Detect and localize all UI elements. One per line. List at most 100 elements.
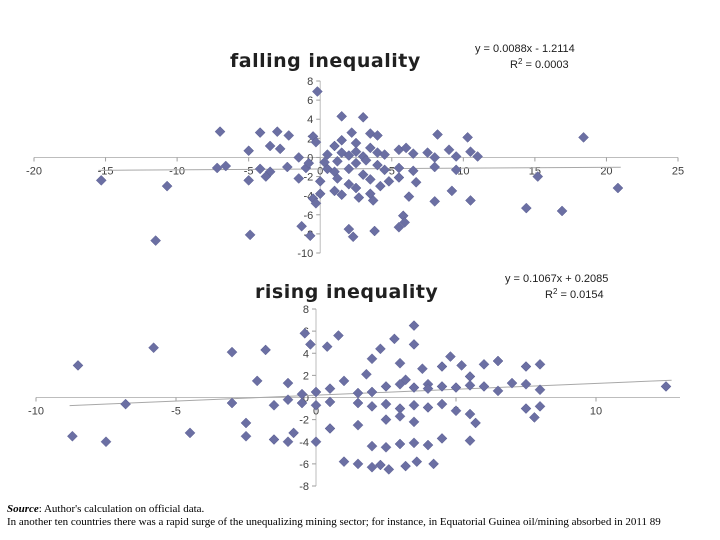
y-tick-label: 8 bbox=[303, 304, 309, 316]
data-point bbox=[375, 343, 386, 355]
data-point bbox=[372, 130, 383, 141]
chart-rising-inequality: rising inequality y = 0.1067x + 0.2085 R… bbox=[28, 273, 680, 493]
trend-line bbox=[98, 166, 621, 171]
regression-equation: y = 0.0088x - 1.2114 bbox=[475, 43, 575, 55]
y-tick-label: -4 bbox=[303, 191, 313, 203]
data-point bbox=[324, 383, 336, 395]
data-point bbox=[534, 400, 546, 412]
y-tick-label: -6 bbox=[303, 210, 313, 222]
data-point bbox=[310, 386, 322, 398]
data-point bbox=[612, 182, 624, 194]
data-point bbox=[271, 126, 283, 137]
data-point bbox=[462, 132, 473, 143]
data-point bbox=[380, 414, 392, 425]
data-point bbox=[366, 461, 378, 473]
data-point bbox=[310, 436, 322, 448]
data-point bbox=[329, 140, 340, 152]
data-point bbox=[399, 217, 411, 228]
data-point bbox=[360, 154, 372, 166]
y-tick-label: 2 bbox=[307, 133, 313, 145]
data-point bbox=[305, 339, 316, 350]
r-squared-symbol: R bbox=[545, 289, 553, 301]
data-point bbox=[293, 152, 305, 163]
data-point bbox=[366, 386, 378, 398]
data-point bbox=[281, 161, 293, 173]
x-tick-label: 25 bbox=[672, 165, 684, 177]
data-point bbox=[450, 382, 462, 393]
x-tick-label: -20 bbox=[26, 165, 42, 177]
data-point bbox=[445, 351, 456, 362]
y-tick-label: 2 bbox=[303, 370, 309, 382]
data-point bbox=[352, 387, 364, 399]
data-point bbox=[260, 171, 272, 182]
data-point bbox=[534, 358, 546, 370]
data-point bbox=[314, 175, 326, 187]
data-point bbox=[532, 171, 544, 182]
chart-title: rising inequality bbox=[255, 281, 438, 303]
data-point bbox=[150, 235, 161, 246]
data-point bbox=[364, 174, 376, 185]
data-point bbox=[100, 436, 112, 448]
data-point bbox=[369, 225, 380, 237]
source-note: Source: Author's calculation on official… bbox=[7, 503, 720, 529]
data-point bbox=[379, 164, 390, 176]
data-point bbox=[120, 398, 131, 410]
data-point bbox=[254, 163, 266, 175]
x-tick-label: 10 bbox=[590, 406, 602, 418]
y-tick-label: -6 bbox=[299, 459, 309, 471]
r-squared: R2 = 0.0003 bbox=[510, 57, 569, 71]
data-point bbox=[148, 342, 159, 354]
data-point bbox=[314, 188, 326, 200]
data-point bbox=[394, 357, 406, 369]
data-point bbox=[403, 191, 415, 202]
data-point bbox=[282, 436, 294, 448]
data-point bbox=[332, 173, 343, 184]
data-point bbox=[333, 330, 344, 341]
data-point bbox=[417, 363, 428, 375]
data-point bbox=[422, 439, 434, 451]
y-tick-label: -10 bbox=[297, 248, 313, 260]
data-point bbox=[492, 385, 504, 397]
data-point bbox=[436, 381, 448, 392]
x-tick-label: 20 bbox=[600, 165, 612, 177]
data-point bbox=[410, 176, 422, 188]
data-point bbox=[506, 377, 518, 389]
data-points bbox=[95, 86, 624, 246]
data-point bbox=[346, 127, 358, 138]
x-tick-label: -10 bbox=[28, 406, 44, 418]
data-points bbox=[67, 320, 672, 475]
data-point bbox=[352, 397, 364, 409]
data-point bbox=[465, 195, 476, 206]
data-point bbox=[243, 145, 255, 157]
data-point bbox=[393, 172, 405, 183]
data-point bbox=[660, 381, 672, 392]
data-point bbox=[350, 157, 362, 169]
data-point bbox=[244, 229, 256, 241]
data-point bbox=[367, 195, 379, 206]
x-tick-label: -5 bbox=[171, 406, 181, 418]
data-point bbox=[343, 223, 355, 235]
data-point bbox=[264, 140, 276, 152]
x-tick-label: 5 bbox=[389, 165, 395, 177]
data-point bbox=[161, 180, 173, 192]
y-tick-label: 0 bbox=[307, 152, 313, 164]
data-point bbox=[296, 397, 308, 409]
data-point bbox=[332, 155, 343, 167]
x-tick-label: -15 bbox=[98, 165, 114, 177]
data-point bbox=[268, 399, 280, 411]
data-point bbox=[407, 165, 419, 177]
source-text: : Author's calculation on official data. bbox=[38, 503, 205, 515]
data-point bbox=[400, 460, 411, 472]
data-point bbox=[394, 410, 406, 422]
chart-title: falling inequality bbox=[230, 50, 421, 72]
data-point bbox=[422, 402, 434, 413]
data-point bbox=[288, 427, 299, 439]
data-point bbox=[446, 185, 458, 197]
data-point bbox=[534, 384, 546, 396]
data-point bbox=[343, 150, 355, 161]
data-point bbox=[556, 205, 568, 217]
data-point bbox=[343, 163, 355, 175]
data-point bbox=[428, 458, 439, 470]
data-point bbox=[350, 146, 362, 158]
data-point bbox=[364, 142, 376, 154]
